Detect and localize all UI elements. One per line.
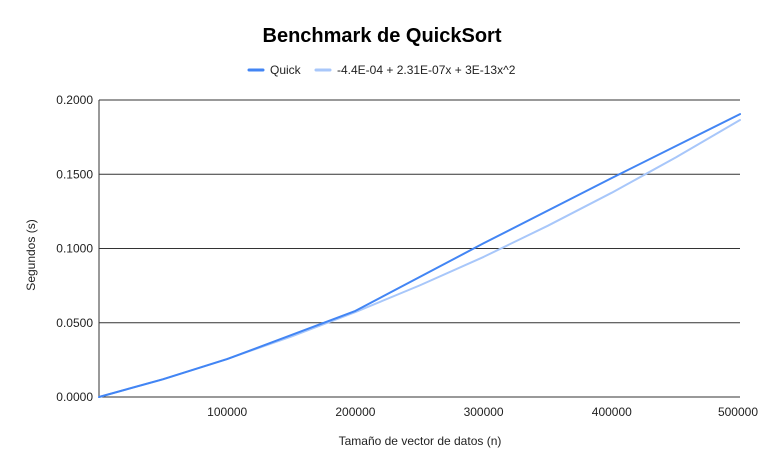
x-tick-label: 400000 bbox=[592, 405, 632, 419]
legend-label-quick: Quick bbox=[270, 63, 302, 77]
x-axis-title: Tamaño de vector de datos (n) bbox=[339, 434, 502, 448]
y-tick-label: 0.0000 bbox=[56, 390, 93, 404]
series-line-quick bbox=[98, 113, 741, 398]
x-tick-labels: 100000 200000 300000 400000 500000 bbox=[207, 405, 758, 419]
plot-area bbox=[98, 113, 741, 398]
y-tick-label: 0.1000 bbox=[56, 242, 93, 256]
y-tick-labels: 0.0000 0.0500 0.1000 0.1500 0.2000 bbox=[56, 93, 93, 404]
gridlines bbox=[98, 99, 740, 398]
y-tick-label: 0.2000 bbox=[56, 93, 93, 107]
y-axis-title: Segundos (s) bbox=[24, 219, 38, 290]
y-tick-label: 0.0500 bbox=[56, 316, 93, 330]
x-tick-label: 100000 bbox=[207, 405, 247, 419]
x-tick-label: 300000 bbox=[464, 405, 504, 419]
legend-item-quick[interactable]: Quick bbox=[247, 63, 302, 77]
legend: Quick -4.4E-04 + 2.31E-07x + 3E-13x^2 bbox=[247, 63, 516, 77]
x-tick-label: 200000 bbox=[335, 405, 375, 419]
chart-title: Benchmark de QuickSort bbox=[263, 25, 502, 47]
legend-item-trendline[interactable]: -4.4E-04 + 2.31E-07x + 3E-13x^2 bbox=[314, 63, 516, 77]
x-tick-label: 500000 bbox=[718, 405, 758, 419]
legend-label-trendline: -4.4E-04 + 2.31E-07x + 3E-13x^2 bbox=[337, 63, 516, 77]
y-tick-label: 0.1500 bbox=[56, 167, 93, 181]
